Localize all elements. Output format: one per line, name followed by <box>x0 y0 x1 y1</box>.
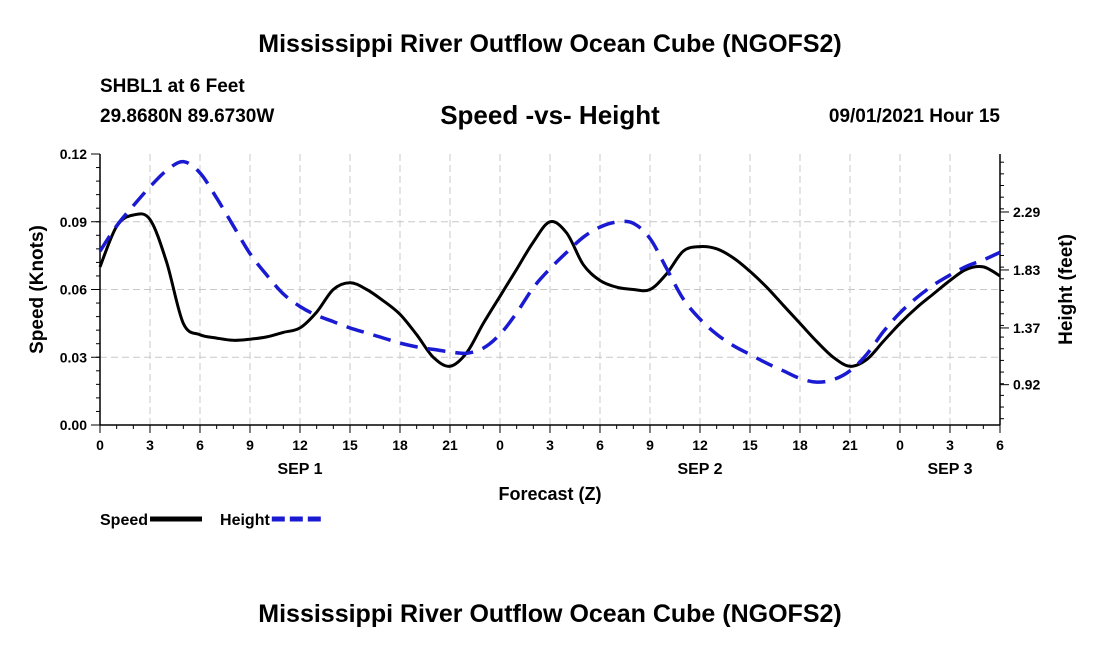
y2-axis-title: Height (feet) <box>1056 234 1077 345</box>
date-label-2: SEP 3 <box>927 461 972 478</box>
y2-tick-label-1: 1.37 <box>1013 320 1040 336</box>
forecast-timestamp: 09/01/2021 Hour 15 <box>828 106 1000 127</box>
x-tick-label-13: 15 <box>742 437 758 453</box>
y-tick-label-4: 0.12 <box>60 146 87 162</box>
y2-tick-label-0: 0.92 <box>1013 377 1040 393</box>
y-tick-label-1: 0.03 <box>60 349 87 365</box>
legend-label-speed: Speed <box>100 512 148 529</box>
y-tick-label-2: 0.06 <box>60 282 87 298</box>
y2-tick-label-3: 2.29 <box>1013 204 1040 220</box>
chart-title-top: Mississippi River Outflow Ocean Cube (NG… <box>258 30 842 58</box>
x-tick-label-9: 3 <box>546 437 554 453</box>
x-tick-label-16: 0 <box>896 437 904 453</box>
x-tick-label-12: 12 <box>692 437 708 453</box>
legend-label-height: Height <box>220 512 270 529</box>
y-tick-label-3: 0.09 <box>60 214 87 230</box>
date-label-0: SEP 1 <box>277 461 322 478</box>
y-axis-title: Speed (Knots) <box>27 225 48 354</box>
x-tick-label-17: 3 <box>946 437 954 453</box>
x-tick-label-10: 6 <box>596 437 604 453</box>
x-tick-label-0: 0 <box>96 437 104 453</box>
y2-tick-label-2: 1.83 <box>1013 262 1040 278</box>
x-tick-label-7: 21 <box>442 437 458 453</box>
x-tick-label-11: 9 <box>646 437 654 453</box>
station-name: SHBL1 at 6 Feet <box>100 76 245 97</box>
x-tick-label-1: 3 <box>146 437 154 453</box>
chart-title-bottom: Mississippi River Outflow Ocean Cube (NG… <box>258 600 842 628</box>
x-tick-label-3: 9 <box>246 437 254 453</box>
speed-series-line <box>98 212 1001 368</box>
x-tick-label-18: 6 <box>996 437 1004 453</box>
date-label-1: SEP 2 <box>677 461 722 478</box>
x-axis-title: Forecast (Z) <box>498 484 601 504</box>
height-series-line <box>98 159 1001 384</box>
x-tick-label-4: 12 <box>292 437 308 453</box>
station-coords: 29.8680N 89.6730W <box>100 106 275 127</box>
x-tick-label-6: 18 <box>392 437 408 453</box>
x-tick-label-2: 6 <box>196 437 204 453</box>
x-tick-label-5: 15 <box>342 437 358 453</box>
plot-subtitle: Speed -vs- Height <box>440 100 660 130</box>
x-tick-label-15: 21 <box>842 437 858 453</box>
x-tick-label-8: 0 <box>496 437 504 453</box>
y-tick-label-0: 0.00 <box>60 417 87 433</box>
x-tick-label-14: 18 <box>792 437 808 453</box>
